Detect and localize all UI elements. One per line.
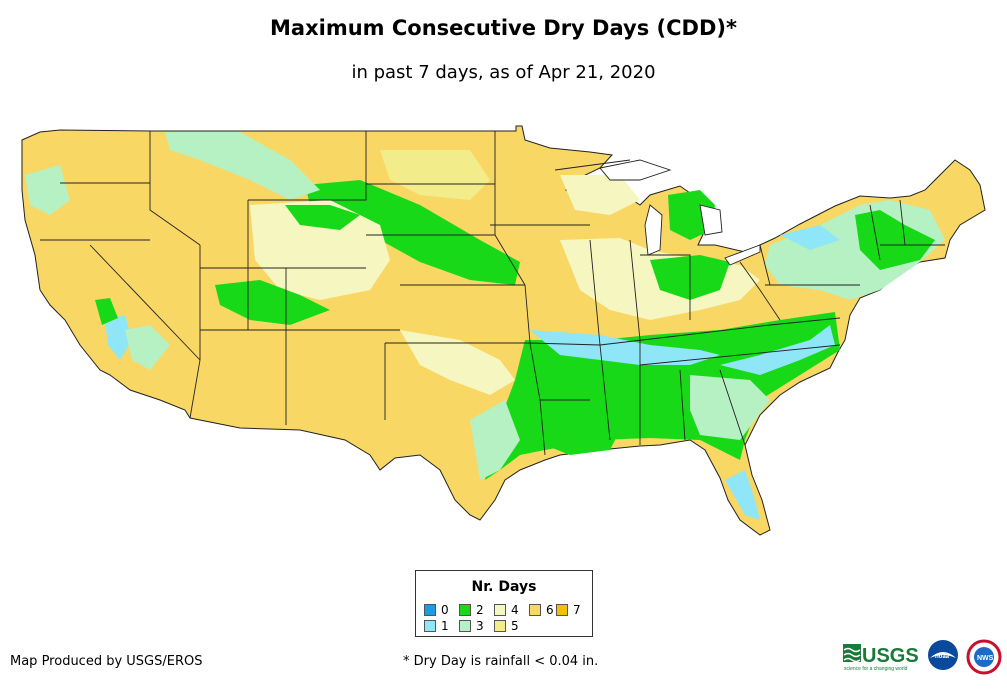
legend-label: 0 (441, 603, 449, 617)
legend-swatch (459, 620, 471, 632)
patch-green-northern-plains (305, 180, 520, 285)
legend-label: 6 (546, 603, 554, 617)
patch-pale-green-great-lakes-n (560, 175, 640, 215)
patch-blue-florida (725, 470, 760, 520)
legend-title: Nr. Days (471, 579, 537, 595)
legend-item: 1 (424, 619, 449, 633)
patch-green-michigan (668, 190, 715, 240)
legend-swatch (494, 604, 506, 616)
map-title: Maximum Consecutive Dry Days (CDD)* (270, 16, 737, 40)
patch-blue-carolinas (720, 325, 835, 375)
map-subtitle: in past 7 days, as of Apr 21, 2020 (351, 62, 656, 83)
legend: Nr. Days 0 1 2 3 4 5 6 7 (415, 570, 593, 637)
state-line (899, 199, 906, 246)
legend-item: 6 (529, 603, 554, 617)
lake-superior (599, 159, 672, 181)
patch-blue-nevada (105, 315, 132, 360)
state-line (769, 317, 841, 326)
legend-label: 3 (476, 619, 484, 633)
usgs-logo: USGS science for a changing world (843, 644, 919, 672)
patch-blue-tennessee (530, 330, 720, 365)
legend-swatch (424, 620, 436, 632)
noaa-logo: noaa (928, 640, 958, 670)
state-line (869, 204, 881, 261)
usgs-waves (843, 647, 861, 663)
legend-swatch (424, 604, 436, 616)
noaa-wordmark: noaa (935, 654, 950, 660)
state-line (149, 131, 201, 246)
us-outline (21, 125, 986, 536)
state-line (494, 131, 526, 286)
legend-item: 3 (459, 619, 484, 633)
state-line (719, 369, 746, 446)
lake-michigan (644, 204, 663, 256)
patch-green-colorado (215, 280, 330, 325)
nws-circle-inner (974, 647, 994, 667)
lake-huron (699, 204, 723, 236)
nws-wordmark: NWS (977, 655, 994, 662)
patch-blue-new-york (780, 225, 840, 250)
legend-swatch (494, 620, 506, 632)
usgs-wordmark: USGS (862, 645, 919, 667)
patch-pale-yellow-texas (400, 330, 515, 395)
patch-green-louisiana (545, 405, 620, 455)
nws-logo: NWS (966, 639, 1002, 675)
patch-pale-green-pnw (25, 165, 70, 215)
great-lakes (599, 159, 761, 266)
legend-label: 4 (511, 603, 519, 617)
state-line (599, 324, 771, 346)
noaa-bird (930, 652, 956, 658)
patch-green-wyoming (285, 205, 360, 230)
state-line (679, 369, 686, 441)
legend-label: 7 (573, 603, 581, 617)
usgs-tagline: science for a changing world (844, 666, 908, 672)
legend-swatch (529, 604, 541, 616)
patch-green-new-england (855, 210, 935, 270)
legend-label: 1 (441, 619, 449, 633)
legend-swatch (459, 604, 471, 616)
legend-label: 5 (511, 619, 519, 633)
state-line (89, 244, 201, 361)
legend-label: 2 (476, 603, 484, 617)
legend-item: 2 (459, 603, 484, 617)
state-line (554, 159, 631, 171)
legend-swatch (556, 604, 568, 616)
state-line (529, 342, 601, 346)
state-line (759, 244, 771, 286)
state-line (739, 261, 781, 321)
legend-item: 0 (424, 603, 449, 617)
state-line (524, 284, 546, 456)
lake-erie (724, 244, 761, 266)
state-line (640, 254, 691, 320)
patch-pale-green-texas-edge (470, 400, 520, 480)
legend-item: 4 (494, 603, 519, 617)
patch-pale-green-nevada (125, 325, 170, 370)
agency-logos: USGS science for a changing world noaa N… (843, 639, 1002, 675)
patch-pale-green-georgia (690, 375, 770, 440)
producer-credit: Map Produced by USGS/EROS (10, 654, 203, 669)
dry-day-note: * Dry Day is rainfall < 0.04 in. (403, 654, 599, 669)
state-line (248, 131, 367, 201)
legend-item: 7 (556, 603, 581, 617)
patch-pale-yellow-colorado (250, 200, 390, 300)
patch-pale-green-montana (165, 132, 320, 200)
patch-yellow5-dakotas (380, 150, 490, 200)
patch-green-nevada (95, 298, 118, 325)
state-boundaries (40, 131, 945, 456)
state-line (639, 344, 841, 366)
legend-item: 5 (494, 619, 519, 633)
